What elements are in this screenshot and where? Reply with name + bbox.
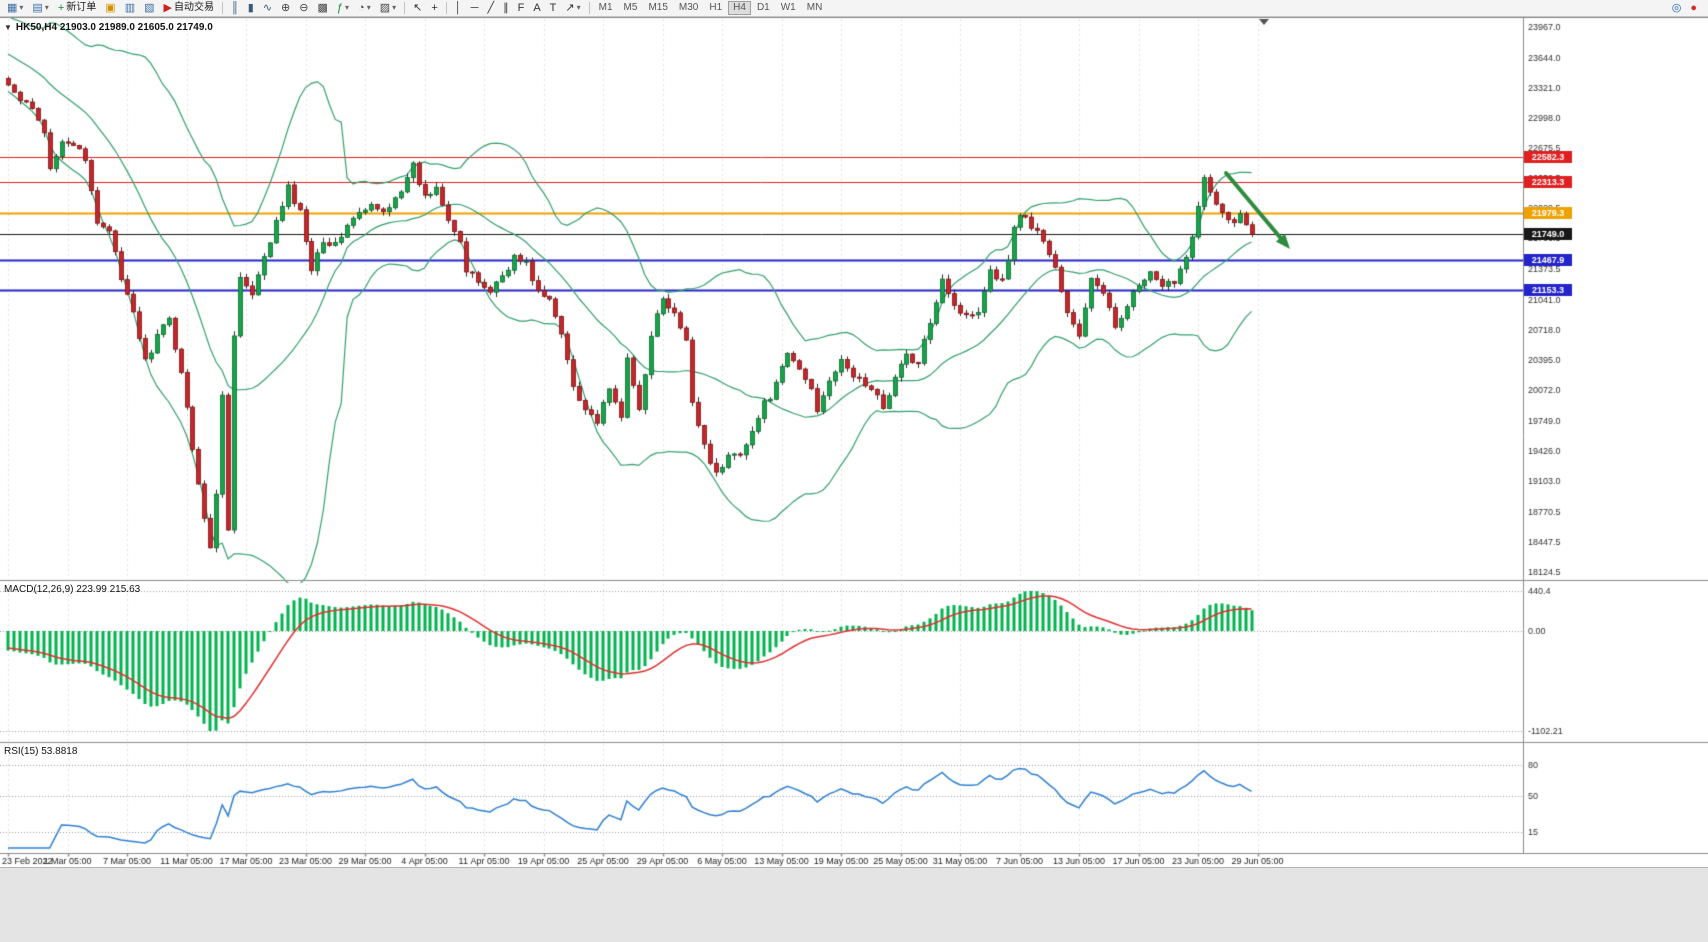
label-button[interactable]: T [546,1,561,15]
fibonacci-icon: F [517,1,525,14]
algo-trading-button-label: 自动交易 [173,2,214,13]
toolbar-separator [445,2,447,14]
search-icon: ◎ [1671,1,1682,14]
text-button[interactable]: A [529,1,544,15]
timeframe-h4-button[interactable]: H4 [728,1,751,15]
templates-button[interactable]: ▨ ▾ [376,1,400,15]
timeframe-h1-button[interactable]: H1 [704,1,727,15]
timeframe-m5-button[interactable]: M5 [619,1,643,15]
algo-trading-button[interactable]: ▶ 自动交易 [160,1,218,15]
notification-icon: ● [1690,1,1697,14]
channel-button[interactable]: ∥ [499,1,513,15]
toolbar-separator [588,2,590,14]
new-order-button[interactable]: + 新订单 [54,1,100,15]
timeframe-m5-button-label: M5 [623,2,638,13]
toolbar-right-group: ◎ ● [1668,1,1705,15]
arrows-button[interactable]: ↗ ▾ [561,1,584,15]
tile-windows-icon: ▩ [317,1,328,14]
zoom-in-button[interactable]: ⊕ [277,1,294,15]
zoom-out-icon: ⊖ [299,1,309,14]
algo-trading-icon: ▶ [163,1,172,14]
timeframe-mn-button[interactable]: MN [802,1,828,15]
candlestick-chart-icon: ▮ [247,1,254,14]
vertical-line-button[interactable]: │ [451,1,466,15]
period-menu-button[interactable]: ◔ ▾ [354,1,375,15]
notifications-button[interactable]: ● [1686,1,1701,15]
profiles-icon: ▤ [32,1,43,14]
depth-of-market-button[interactable]: ▥ [121,1,139,15]
timeframe-h4-button-label: H4 [733,2,746,13]
timeframe-m15-button[interactable]: M15 [643,1,672,15]
vertical-line-icon: │ [454,1,462,14]
timeframe-m1-button[interactable]: M1 [594,1,618,15]
chart-window-icon: ▦ [7,1,18,14]
timeframe-mn-button-label: MN [806,2,823,13]
timeframe-m15-button-label: M15 [648,2,668,13]
line-chart-button[interactable]: ∿ [259,1,276,15]
timeframe-w1-button-label: W1 [780,2,796,13]
chevron-down-icon: ▾ [392,3,397,12]
chevron-down-icon: ▾ [576,3,581,12]
horizontal-line-button[interactable]: ─ [467,1,483,15]
toolbar-left-group: ▦ ▾ ▤ ▾ + 新订单 ▣ ▥ ▧ ▶ 自动交易 ║ ▮ ∿ ⊕ ⊖ ▩ ƒ ▾ ◔ ▾ ▨ ▾ ↖ + │ ─ ╱ ∥ F A T ↗ ▾ M… [3,1,827,15]
tile-windows-button[interactable]: ▩ [313,1,331,15]
indicators-button[interactable]: ƒ ▾ [333,1,353,15]
fibonacci-button[interactable]: F [514,1,529,15]
market-watch-icon: ▣ [105,1,116,14]
templates-icon: ▨ [379,1,391,14]
new-order-button-label: 新订单 [66,2,97,13]
candlestick-chart-button[interactable]: ▮ [244,1,258,15]
timeframe-w1-button[interactable]: W1 [776,1,801,15]
bottom-panel-area [0,867,1708,942]
timeframe-d1-button[interactable]: D1 [752,1,775,15]
zoom-out-button[interactable]: ⊖ [295,1,312,15]
text-icon: A [533,1,541,14]
line-chart-icon: ∿ [262,1,273,14]
profiles-button[interactable]: ▤ ▾ [28,1,52,15]
chevron-down-icon: ▾ [345,3,350,12]
label-icon: T [549,1,557,14]
charts-menu-button[interactable]: ▦ ▾ [3,1,27,15]
crosshair-icon: + [431,1,438,14]
bar-chart-button[interactable]: ║ [227,1,243,15]
chevron-down-icon: ▾ [366,3,371,12]
timeframe-m30-button-label: M30 [678,2,699,13]
strategy-tester-button[interactable]: ▧ [140,1,158,15]
toolbar: ▦ ▾ ▤ ▾ + 新订单 ▣ ▥ ▧ ▶ 自动交易 ║ ▮ ∿ ⊕ ⊖ ▩ ƒ ▾ ◔ ▾ ▨ ▾ ↖ + │ ─ ╱ ∥ F A T ↗ ▾ M… [0,0,1708,17]
strategy-tester-icon: ▧ [144,1,155,14]
bar-chart-icon: ║ [230,1,239,14]
timeframe-m1-button-label: M1 [598,2,613,13]
cursor-icon: ↖ [413,1,423,14]
chevron-down-icon: ▾ [44,3,49,12]
trendline-button[interactable]: ╱ [483,1,498,15]
chart-region: ▼ HK50,H4 21903.0 21989.0 21605.0 21749.… [0,17,1708,867]
chart-canvas[interactable] [0,17,1708,867]
cursor-button[interactable]: ↖ [409,1,426,15]
depth-of-market-icon: ▥ [124,1,136,14]
trendline-icon: ╱ [487,1,495,14]
chevron-down-icon: ▾ [19,3,24,12]
new-order-icon: + [57,1,65,14]
timeframe-m30-button[interactable]: M30 [674,1,703,15]
arrow-tool-icon: ↗ [565,1,575,14]
timeframe-d1-button-label: D1 [756,2,770,13]
crosshair-button[interactable]: + [427,1,441,15]
timeframe-h1-button-label: H1 [709,2,723,13]
horizontal-line-icon: ─ [470,1,479,14]
zoom-in-icon: ⊕ [281,1,291,14]
indicators-icon: ƒ [336,1,344,14]
toolbar-separator [221,2,223,14]
toolbar-separator [404,2,406,14]
search-button[interactable]: ◎ [1668,1,1686,15]
clock-icon: ◔ [358,1,365,14]
market-watch-button[interactable]: ▣ [101,1,119,15]
channel-icon: ∥ [503,1,509,14]
